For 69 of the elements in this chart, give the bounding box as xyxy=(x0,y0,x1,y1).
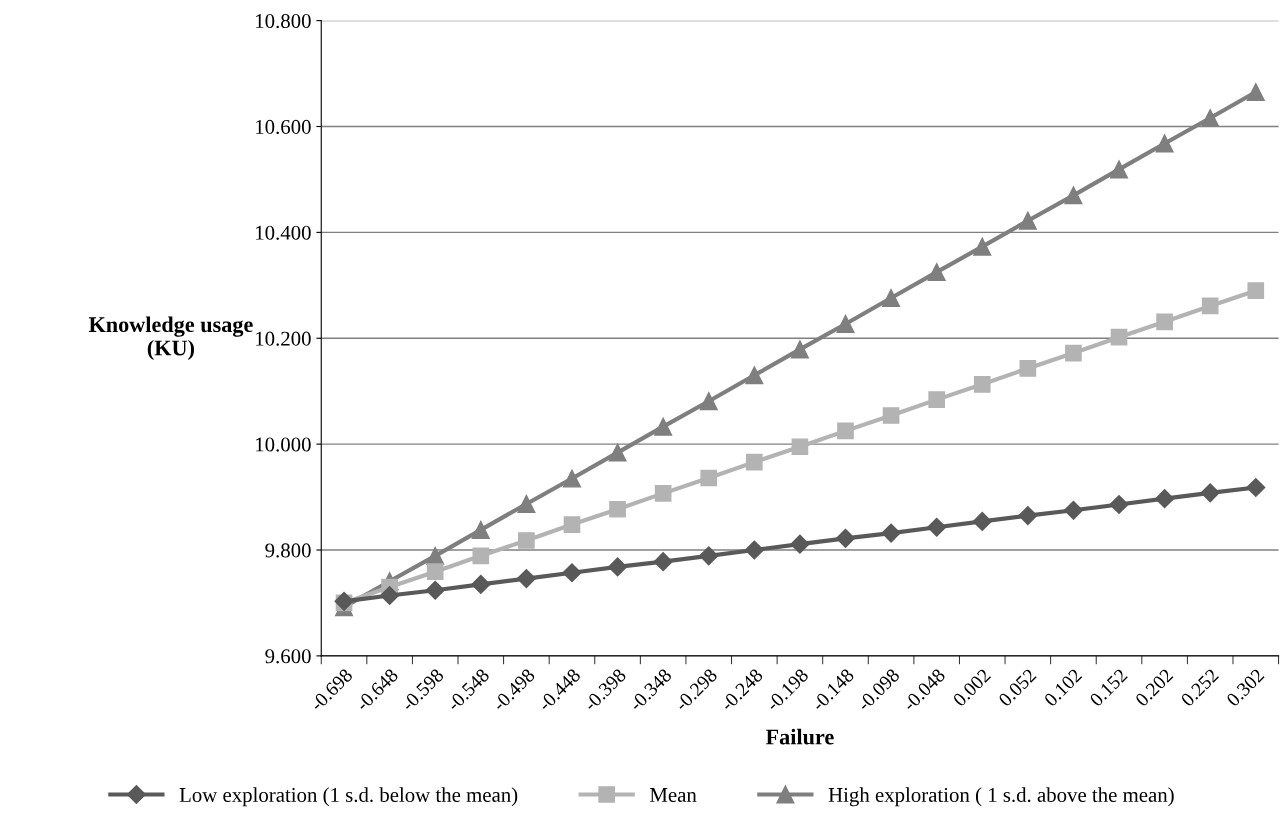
point xyxy=(1201,109,1220,128)
point xyxy=(609,500,626,518)
point xyxy=(471,520,490,539)
y-tick-label: 10.600 xyxy=(256,119,311,135)
point xyxy=(1155,489,1175,509)
point xyxy=(882,288,901,308)
point xyxy=(745,366,764,385)
x-axis-title: Failure xyxy=(765,728,834,745)
y-tick-label: 9.800 xyxy=(265,543,311,558)
point xyxy=(790,340,809,359)
point xyxy=(837,422,854,440)
point xyxy=(380,585,400,606)
point xyxy=(791,438,809,456)
point xyxy=(472,547,490,565)
point xyxy=(1110,328,1128,346)
point xyxy=(426,563,444,581)
point xyxy=(1063,500,1083,520)
point xyxy=(882,407,900,424)
point xyxy=(1246,477,1266,498)
point xyxy=(563,516,581,533)
point xyxy=(700,469,718,487)
point xyxy=(1018,506,1038,526)
y-tick-label: 9.600 xyxy=(265,649,311,664)
point xyxy=(1247,282,1265,299)
point xyxy=(928,391,946,408)
point xyxy=(1064,186,1083,205)
point xyxy=(518,532,535,549)
point xyxy=(972,511,992,531)
point xyxy=(517,494,536,513)
point xyxy=(927,263,946,282)
y-tick-label: 10.200 xyxy=(256,331,311,346)
point xyxy=(744,540,764,560)
point xyxy=(790,534,810,554)
point xyxy=(699,392,718,411)
point xyxy=(699,546,719,566)
point xyxy=(653,552,673,572)
legend-label: Mean xyxy=(650,788,697,802)
point xyxy=(881,523,901,543)
point xyxy=(562,563,582,583)
point xyxy=(608,443,627,462)
point xyxy=(973,237,992,256)
point xyxy=(1246,83,1265,102)
point xyxy=(516,569,536,589)
point xyxy=(1109,160,1129,179)
point xyxy=(654,485,672,502)
point xyxy=(654,417,673,436)
point xyxy=(1201,297,1219,315)
point xyxy=(1019,360,1037,377)
y-tick-label: 10.400 xyxy=(256,225,311,240)
point xyxy=(562,469,582,488)
point xyxy=(1156,313,1173,331)
point xyxy=(1155,134,1174,153)
y-tick-label: 10.800 xyxy=(256,14,311,29)
point xyxy=(1109,494,1129,515)
point xyxy=(927,517,947,537)
point xyxy=(973,375,991,393)
legend-label: Low exploration (1 s.d. below the mean) xyxy=(179,787,518,807)
point xyxy=(471,574,491,594)
point xyxy=(836,314,855,333)
y-tick-label: 10.000 xyxy=(256,437,311,452)
y-axis-title: Knowledge usage (KU) xyxy=(88,316,253,361)
point xyxy=(745,453,763,471)
point xyxy=(1200,483,1220,503)
point xyxy=(608,557,628,577)
point xyxy=(425,580,445,600)
point xyxy=(1065,344,1082,362)
point xyxy=(835,528,856,548)
point xyxy=(1018,211,1037,230)
legend-label: High exploration ( 1 s.d. above the mean) xyxy=(828,787,1174,807)
